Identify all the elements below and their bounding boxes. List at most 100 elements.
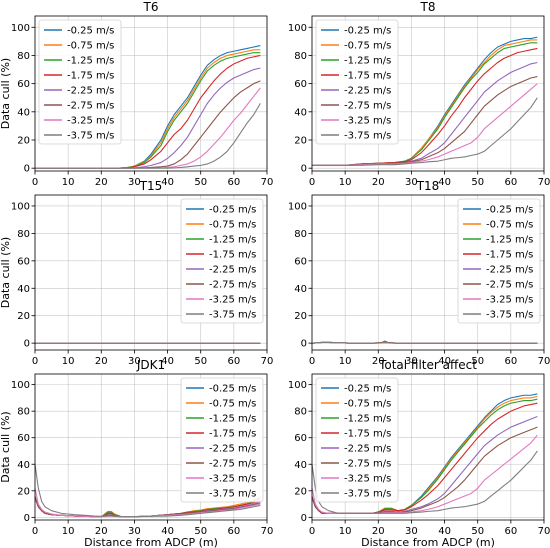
plot-frame [311, 194, 545, 351]
y-tick-label: 80 [17, 51, 30, 62]
x-tick-label: 20 [372, 356, 385, 367]
legend-box [180, 198, 264, 324]
legend-label: -1.25 m/s [344, 56, 391, 67]
legend-box [180, 377, 264, 503]
y-tick-label: 80 [294, 229, 307, 240]
x-tick-label: 50 [194, 177, 207, 188]
x-tick-label: 40 [438, 356, 451, 367]
chart-title: T6 [143, 0, 159, 14]
legend-label: -1.75 m/s [344, 429, 391, 440]
legend-label: -0.75 m/s [209, 220, 256, 231]
x-tick-label: 10 [62, 526, 75, 537]
legend-label: -2.75 m/s [67, 101, 114, 112]
y-tick-label: 60 [294, 433, 307, 444]
legend: -0.25 m/s -0.75 m/s -1.25 m/s -1.75 m/s -2.2… [315, 377, 399, 503]
x-tick-label: 0 [309, 526, 315, 537]
legend: -0.25 m/s -0.75 m/s -1.25 m/s -1.75 m/s -2.2… [315, 19, 399, 145]
chart-title: Total filter affect [378, 358, 477, 372]
legend-label: -0.75 m/s [486, 220, 533, 231]
legend-label: -0.25 m/s [67, 26, 114, 37]
legend-label: -0.25 m/s [344, 384, 391, 395]
x-tick-label: 50 [194, 356, 207, 367]
x-tick-label: 60 [504, 356, 517, 367]
x-tick-label: 60 [227, 526, 240, 537]
legend-label: -3.75 m/s [344, 489, 391, 500]
legend-label: -2.25 m/s [486, 265, 533, 276]
x-tick-label: 10 [62, 177, 75, 188]
x-tick-label: 40 [161, 177, 174, 188]
x-tick-label: 10 [339, 356, 352, 367]
legend-label: -1.25 m/s [209, 235, 256, 246]
legend-label: -3.25 m/s [344, 474, 391, 485]
y-tick-label: 0 [301, 339, 307, 350]
legend-box [457, 198, 541, 324]
y-tick-label: 80 [17, 407, 30, 418]
plot-frame [34, 15, 268, 172]
chart-title: T15 [139, 179, 163, 193]
x-tick-label: 70 [261, 177, 274, 188]
x-tick-label: 30 [405, 356, 418, 367]
y-tick-label: 60 [17, 256, 30, 267]
plot-frame [34, 194, 268, 351]
y-tick-label: 60 [17, 79, 30, 90]
y-tick-label: 60 [294, 79, 307, 90]
series-line-8 [34, 464, 261, 518]
y-tick-label: 60 [294, 256, 307, 267]
legend-label: -3.25 m/s [209, 295, 256, 306]
legend-label: -3.75 m/s [67, 131, 114, 142]
legend-label: -0.75 m/s [344, 399, 391, 410]
legend-box [315, 19, 399, 145]
x-tick-label: 30 [128, 526, 141, 537]
legend-label: -0.25 m/s [344, 26, 391, 37]
x-tick-label: 50 [471, 526, 484, 537]
legend-label: -0.25 m/s [209, 384, 256, 395]
legend-label: -3.75 m/s [209, 489, 256, 500]
x-tick-label: 40 [438, 177, 451, 188]
x-tick-label: 70 [261, 526, 274, 537]
x-tick-label: 0 [32, 356, 38, 367]
y-tick-label: 40 [17, 284, 30, 295]
series-line-8 [35, 103, 261, 169]
y-tick-label: 40 [17, 460, 30, 471]
legend-label: -3.25 m/s [486, 295, 533, 306]
y-tick-label: 20 [294, 311, 307, 322]
legend-label: -1.25 m/s [344, 414, 391, 425]
y-tick-label: 100 [288, 23, 307, 34]
x-tick-label: 60 [504, 177, 517, 188]
x-tick-label: 70 [261, 356, 274, 367]
x-tick-label: 20 [95, 526, 108, 537]
series-line-8 [311, 341, 538, 344]
legend-label: -2.25 m/s [209, 265, 256, 276]
x-axis-label: Distance from ADCP (m) [361, 536, 495, 548]
legend-label: -3.75 m/s [209, 310, 256, 321]
x-tick-label: 50 [471, 177, 484, 188]
y-tick-label: 40 [294, 460, 307, 471]
legend-label: -2.25 m/s [344, 86, 391, 97]
legend-label: -3.25 m/s [344, 116, 391, 127]
x-tick-label: 30 [128, 356, 141, 367]
legend-label: -0.25 m/s [486, 205, 533, 216]
y-axis-label: Data cull (%) [0, 237, 12, 308]
legend: -0.25 m/s -0.75 m/s -1.25 m/s -1.75 m/s -2.2… [180, 198, 264, 324]
x-tick-label: 60 [504, 526, 517, 537]
chart-title: JDK1 [136, 358, 165, 372]
x-tick-label: 50 [194, 526, 207, 537]
x-tick-label: 10 [339, 526, 352, 537]
y-tick-label: 20 [17, 136, 30, 147]
x-tick-label: 30 [405, 526, 418, 537]
legend-label: -1.25 m/s [209, 414, 256, 425]
legend-label: -3.25 m/s [209, 474, 256, 485]
x-tick-label: 70 [538, 526, 550, 537]
plot-frame [311, 373, 545, 521]
legend-label: -2.75 m/s [344, 101, 391, 112]
legend-label: -2.25 m/s [67, 86, 114, 97]
y-axis-label: Data cull (%) [0, 58, 12, 129]
x-axis-label: Distance from ADCP (m) [84, 536, 218, 548]
x-tick-label: 40 [161, 526, 174, 537]
